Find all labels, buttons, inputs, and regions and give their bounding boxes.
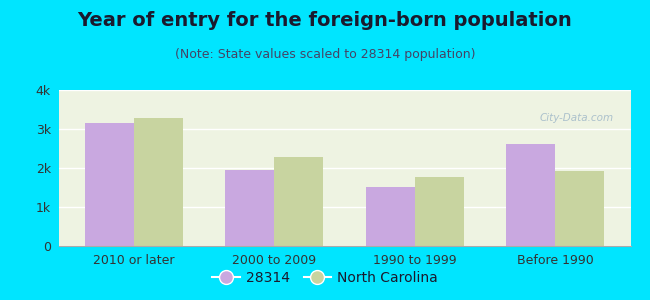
Text: City-Data.com: City-Data.com bbox=[540, 113, 614, 123]
Text: Year of entry for the foreign-born population: Year of entry for the foreign-born popul… bbox=[77, 11, 573, 31]
Bar bbox=[506, 144, 555, 246]
Text: (Note: State values scaled to 28314 population): (Note: State values scaled to 28314 popu… bbox=[175, 47, 475, 61]
Bar bbox=[274, 157, 324, 246]
Bar bbox=[555, 171, 605, 246]
Bar bbox=[84, 123, 134, 246]
Bar bbox=[225, 170, 274, 246]
Bar bbox=[134, 118, 183, 246]
Bar bbox=[365, 187, 415, 246]
Legend: 28314, North Carolina: 28314, North Carolina bbox=[207, 265, 443, 290]
Bar bbox=[415, 177, 464, 246]
